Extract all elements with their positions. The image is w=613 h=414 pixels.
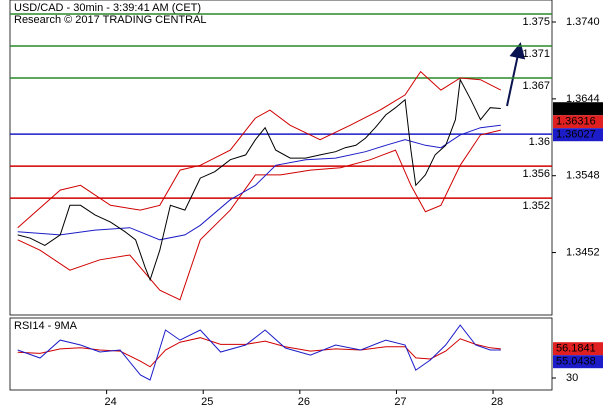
rsi-panel bbox=[9, 317, 553, 391]
y-tick-label: 1.3644 bbox=[566, 93, 600, 105]
price-label-box bbox=[553, 102, 603, 116]
series-line bbox=[17, 124, 501, 241]
price-label: 1.36316 bbox=[556, 116, 596, 128]
level-label: 1.352 bbox=[522, 200, 550, 212]
x-tick-label: 26 bbox=[298, 396, 310, 408]
series-line bbox=[17, 129, 501, 301]
level-label: 1.356 bbox=[522, 168, 550, 180]
y-tick-label: 1.3548 bbox=[566, 170, 600, 182]
series-line bbox=[17, 70, 502, 229]
price-label-box bbox=[553, 115, 603, 129]
main-panel bbox=[9, 0, 553, 316]
level-label: 1.375 bbox=[522, 16, 550, 28]
series-line bbox=[17, 324, 501, 381]
series-line bbox=[17, 337, 501, 368]
price-label: 55.0438 bbox=[556, 356, 596, 368]
x-tick-label: 27 bbox=[394, 396, 406, 408]
price-label: 1.36317 bbox=[556, 103, 596, 115]
level-label: 1.367 bbox=[522, 80, 550, 92]
price-label: 1.36027 bbox=[556, 129, 596, 141]
y-tick-label: 1.3452 bbox=[566, 246, 600, 258]
chart-title: USD/CAD - 30min - 3:39:41 AM (CET) bbox=[14, 2, 201, 14]
x-tick-label: 24 bbox=[104, 396, 116, 408]
chart-subtitle: Research © 2017 TRADING CENTRAL bbox=[14, 14, 207, 26]
x-tick-label: 28 bbox=[491, 396, 503, 408]
price-label-box bbox=[553, 128, 603, 142]
price-label: 56.1841 bbox=[556, 343, 596, 355]
series-line bbox=[17, 78, 501, 282]
level-label: 1.36 bbox=[529, 136, 550, 148]
y-tick-label: 30 bbox=[566, 372, 578, 384]
y-tick-label: 1.3740 bbox=[566, 16, 600, 28]
x-tick-label: 25 bbox=[201, 396, 213, 408]
level-label: 1.371 bbox=[522, 48, 550, 60]
rsi-title: RSI14 - 9MA bbox=[14, 320, 78, 332]
price-label-box bbox=[553, 355, 603, 369]
price-label-box bbox=[553, 342, 603, 356]
